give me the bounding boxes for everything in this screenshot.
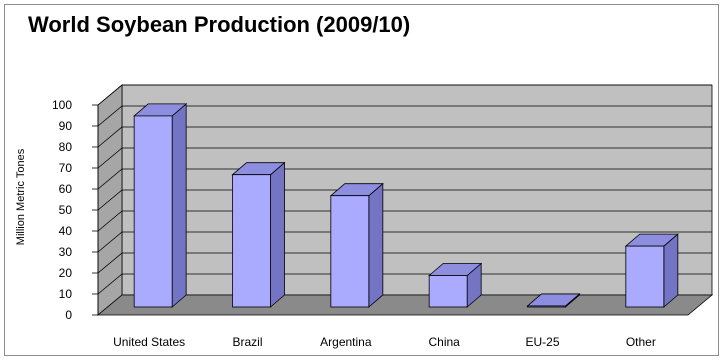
gridline [97, 273, 712, 295]
bar-argentina [329, 182, 384, 308]
bar-front [428, 275, 468, 308]
gridline [97, 210, 712, 232]
y-tick-label: 10 [59, 287, 73, 301]
gridline [97, 252, 712, 274]
gridline [97, 231, 712, 253]
bar-front [232, 174, 271, 308]
y-tick-label: 100 [52, 98, 72, 112]
y-tick-label: 20 [59, 266, 73, 280]
x-category-label: Other [626, 335, 656, 349]
gridline [97, 84, 712, 106]
y-axis-title: Million Metric Tones [15, 148, 27, 245]
bar-side [663, 233, 679, 308]
floor [96, 294, 714, 316]
x-category-label: United States [113, 335, 185, 349]
bar-front [527, 305, 566, 308]
bar-other [624, 233, 679, 308]
y-tick-label: 40 [59, 224, 73, 238]
bar-front [133, 115, 173, 308]
y-tick-label: 90 [59, 119, 73, 133]
bar-united-states [133, 103, 188, 308]
gridline [97, 147, 712, 169]
bar-side [270, 161, 285, 308]
bar-front [330, 195, 370, 308]
bar-china [428, 262, 483, 308]
bar-front [625, 245, 665, 308]
gridline [97, 168, 712, 190]
x-category-label: China [428, 335, 460, 349]
bar-eu-25 [526, 293, 581, 308]
x-category-label: Argentina [320, 335, 372, 349]
y-tick-label: 0 [65, 308, 72, 322]
gridline [97, 189, 712, 211]
y-tick-label: 70 [59, 161, 73, 175]
chart-title: World Soybean Production (2009/10) [28, 12, 411, 37]
bar-brazil [231, 161, 286, 308]
y-tick-label: 60 [59, 182, 73, 196]
bar-side [368, 182, 384, 308]
gridline [97, 105, 712, 127]
x-category-label: Brazil [232, 335, 262, 349]
y-tick-label: 30 [59, 245, 73, 259]
bar-side [171, 103, 187, 308]
y-tick-label: 50 [59, 203, 73, 217]
gridline [97, 126, 712, 148]
y-tick-label: 80 [59, 140, 73, 154]
x-category-label: EU-25 [525, 335, 559, 349]
